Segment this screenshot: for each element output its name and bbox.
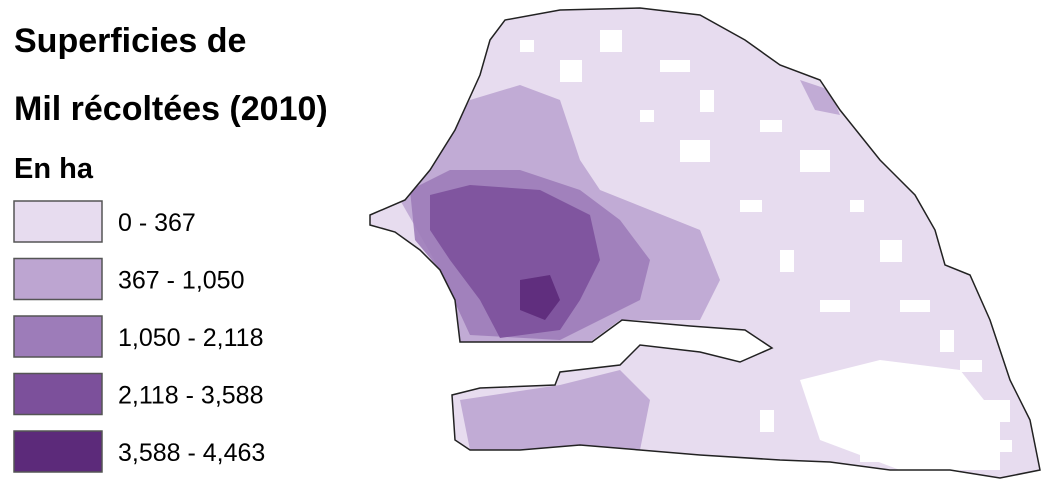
no-data-cell [880, 240, 902, 262]
unit-label: En ha [14, 153, 94, 185]
no-data-cell [820, 300, 850, 312]
map-region [460, 370, 650, 450]
no-data-cell [560, 60, 582, 82]
no-data-cell [850, 200, 864, 212]
no-data-cell [780, 250, 794, 272]
title-line: Superficies de [14, 22, 246, 60]
legend-label: 2,118 - 3,588 [118, 382, 263, 410]
legend-label: 0 - 367 [118, 209, 196, 237]
legend-swatch [13, 430, 103, 473]
legend-swatch [13, 200, 103, 243]
no-data-cell [680, 140, 710, 162]
map-regions [370, 8, 1040, 478]
no-data-cell [760, 120, 782, 132]
map-region [800, 80, 840, 115]
no-data-cell [800, 150, 830, 172]
legend-swatch [13, 372, 103, 416]
no-data-cell [640, 110, 654, 122]
title-line: Mil récoltées (2010) [14, 90, 328, 128]
no-data-cell [760, 410, 774, 432]
no-data-cell [940, 330, 954, 352]
legend-swatch [13, 257, 103, 301]
map-region [520, 275, 560, 320]
no-data-area [800, 360, 1000, 470]
no-data-cell [660, 60, 690, 72]
no-data-cell [740, 200, 762, 212]
legend-label: 1,050 - 2,118 [118, 324, 263, 352]
legend-swatch [13, 315, 103, 358]
no-data-cell [600, 30, 622, 52]
no-data-cell [700, 90, 714, 112]
no-data-cell [960, 360, 982, 372]
no-data-cell [520, 40, 534, 52]
legend-label: 3,588 - 4,463 [118, 439, 265, 467]
no-data-cell [900, 300, 930, 312]
legend-label: 367 - 1,050 [118, 267, 245, 295]
legend: 0 - 367 367 - 1,050 1,050 - 2,118 2,118 - 3… [13, 200, 265, 473]
